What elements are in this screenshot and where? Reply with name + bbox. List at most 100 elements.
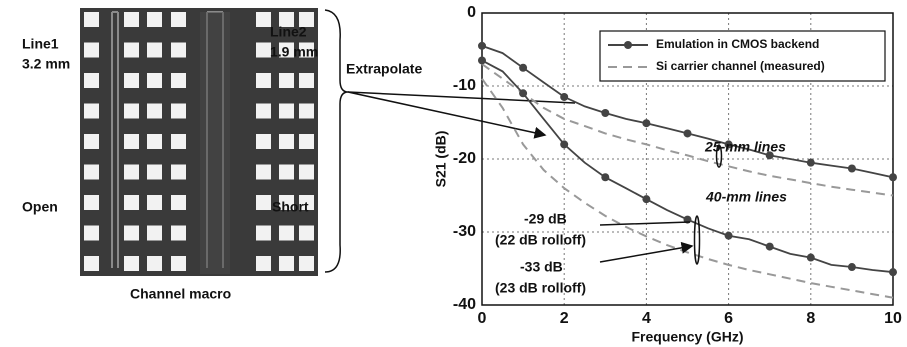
pad — [299, 195, 314, 210]
pad — [279, 164, 294, 180]
pad — [299, 256, 314, 271]
annotation: -29 dB — [524, 211, 567, 227]
pad — [124, 12, 139, 27]
trace-region — [200, 12, 230, 274]
y-tick-label: -20 — [453, 150, 476, 167]
pad — [84, 256, 99, 271]
photo-label: 3.2 mm — [22, 56, 70, 72]
pad — [124, 73, 139, 88]
arrow — [347, 91, 576, 135]
legend-box — [599, 30, 886, 82]
pad — [171, 103, 186, 119]
pad — [256, 42, 271, 58]
data-point — [642, 119, 651, 128]
pad — [279, 195, 294, 210]
pad — [124, 256, 139, 271]
pad — [147, 134, 162, 149]
brace — [324, 9, 349, 273]
data-point — [478, 56, 486, 65]
pad — [256, 12, 271, 27]
data-point — [765, 151, 774, 160]
pad — [124, 134, 139, 149]
annotation: (22 dB rolloff) — [495, 232, 586, 248]
die-background — [80, 8, 318, 276]
data-point — [806, 253, 815, 262]
data-point — [478, 41, 486, 50]
data-point — [560, 92, 569, 101]
pad — [147, 225, 162, 241]
plot-frame — [481, 12, 894, 306]
annotation: 40-mm lines — [705, 189, 787, 205]
pad — [147, 73, 162, 88]
pad — [147, 256, 162, 271]
pad — [279, 73, 294, 88]
data-point — [847, 164, 856, 173]
pad — [171, 164, 186, 180]
data-point — [601, 109, 610, 118]
pad — [147, 103, 162, 119]
data-point — [601, 173, 610, 182]
photo-label: Short — [272, 199, 309, 215]
photo-label: Line2 — [270, 24, 307, 40]
annotation: -33 dB — [520, 259, 563, 275]
x-tick-label: 8 — [806, 310, 815, 327]
x-tick-label: 10 — [884, 310, 902, 327]
pad — [171, 134, 186, 149]
pad — [299, 73, 314, 88]
pad — [84, 225, 99, 241]
pad — [84, 164, 99, 180]
pad — [147, 164, 162, 180]
data-point — [519, 63, 528, 72]
pad — [124, 225, 139, 241]
pad — [124, 195, 139, 210]
pad — [147, 42, 162, 58]
pad — [256, 134, 271, 149]
pad — [256, 225, 271, 241]
pad — [299, 42, 314, 58]
data-point — [642, 195, 651, 204]
pad — [147, 12, 162, 27]
y-tick-label: -30 — [453, 223, 476, 240]
pad — [84, 103, 99, 119]
pad — [147, 195, 162, 210]
annotation: 25-mm lines — [704, 139, 786, 155]
legend-marker — [624, 41, 632, 49]
legend-label: Si carrier channel (measured) — [656, 59, 825, 73]
pad — [299, 103, 314, 119]
pad — [256, 164, 271, 180]
data-point — [519, 89, 528, 98]
pad — [299, 12, 314, 27]
photo-label: Line1 — [22, 36, 59, 52]
pad — [124, 42, 139, 58]
legend-label: Emulation in CMOS backend — [656, 37, 819, 51]
pad — [171, 195, 186, 210]
data-point — [806, 158, 815, 167]
data-point — [560, 140, 569, 149]
chart: 0 2 4 6 8 10 0 -10 -20 -30 -40 Frequency (GHz) S21 (… — [433, 4, 902, 344]
photo-label: 1.9 mm — [270, 44, 318, 60]
x-tick-label: 6 — [724, 310, 733, 327]
marker-ellipse — [715, 144, 723, 168]
pad — [171, 42, 186, 58]
pad — [171, 12, 186, 27]
pad — [279, 134, 294, 149]
pad — [299, 134, 314, 149]
pad — [279, 103, 294, 119]
data-point — [765, 242, 774, 251]
series-line — [481, 63, 894, 197]
annotation: (23 dB rolloff) — [495, 280, 586, 296]
x-tick-label: 4 — [642, 310, 651, 327]
die-photo — [80, 8, 318, 276]
pad — [124, 103, 139, 119]
data-point — [724, 140, 733, 149]
x-tick-label: 0 — [478, 310, 487, 327]
pad — [256, 256, 271, 271]
pad — [279, 42, 294, 58]
pad — [84, 73, 99, 88]
pad — [299, 225, 314, 241]
data-point — [889, 173, 897, 182]
photo-label: Open — [22, 199, 58, 215]
data-point — [724, 231, 733, 240]
data-point — [889, 268, 897, 277]
